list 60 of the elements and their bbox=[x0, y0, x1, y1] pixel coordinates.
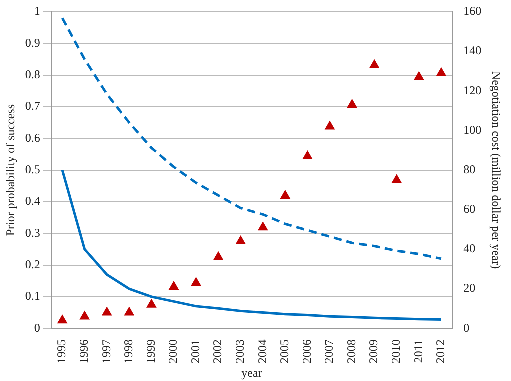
y-axis-title: Prior probability of success bbox=[3, 104, 18, 236]
x-tick-label: 2010 bbox=[389, 340, 404, 364]
x-tick-label: 2001 bbox=[188, 340, 202, 364]
point bbox=[258, 222, 268, 231]
y-tick-label: 0.8 bbox=[25, 67, 40, 82]
y2-tick-label: 80 bbox=[464, 162, 476, 176]
point bbox=[191, 278, 202, 286]
point bbox=[302, 150, 313, 160]
y-tick-label: 0.4 bbox=[25, 194, 40, 208]
point bbox=[325, 121, 335, 130]
line-series bbox=[61, 17, 443, 260]
y-tick-label: 1 bbox=[34, 4, 40, 18]
y-tick-label: 0.7 bbox=[25, 99, 40, 114]
x-axis-title: year bbox=[242, 366, 262, 380]
x-tick-label: 1997 bbox=[99, 340, 114, 364]
x-tick-label: 2006 bbox=[300, 340, 314, 364]
x-tick-label: 2000 bbox=[166, 340, 180, 364]
y2-tick-label: 140 bbox=[464, 44, 482, 58]
x-tick-label: 2009 bbox=[366, 340, 381, 364]
x-tick-label: 2004 bbox=[255, 340, 270, 364]
point bbox=[436, 68, 446, 76]
point bbox=[370, 60, 380, 68]
y-tick-label: 0.9 bbox=[25, 36, 40, 50]
y2-tick-label: 40 bbox=[464, 242, 476, 256]
y2-tick-label: 60 bbox=[464, 202, 476, 216]
point bbox=[280, 190, 290, 200]
y-tick-label: 0.6 bbox=[25, 130, 40, 145]
point bbox=[236, 236, 246, 245]
point bbox=[124, 307, 134, 316]
x-tick-label: 2003 bbox=[233, 340, 248, 364]
y-tick-label: 0.3 bbox=[25, 226, 40, 240]
x-tick-label: 2012 bbox=[434, 340, 448, 364]
x-tick-label: 1999 bbox=[144, 340, 158, 364]
y2-tick-label: 100 bbox=[464, 122, 482, 137]
point bbox=[392, 174, 402, 184]
point bbox=[347, 100, 358, 108]
point bbox=[414, 72, 424, 80]
x-tick-label: 1998 bbox=[122, 340, 136, 364]
x-tick-label: 1996 bbox=[76, 340, 91, 364]
x-tick-label: 2008 bbox=[344, 340, 358, 364]
x-tick-label: 1995 bbox=[54, 340, 69, 364]
x-tick-label: 2007 bbox=[322, 340, 336, 364]
x-tick-label: 2005 bbox=[278, 340, 292, 364]
y-tick-label: 0.5 bbox=[25, 162, 40, 176]
y2-tick-label: 0 bbox=[464, 320, 470, 335]
point bbox=[214, 252, 224, 260]
y2-tick-label: 20 bbox=[464, 281, 476, 296]
x-tick-label: 2011 bbox=[411, 340, 426, 364]
y-tick-label: 0.1 bbox=[25, 289, 40, 304]
point bbox=[146, 299, 157, 308]
y2-axis-title: Negotiation cost (million dollar per year) bbox=[490, 71, 504, 270]
y2-tick-label: 120 bbox=[464, 83, 482, 98]
point bbox=[169, 282, 179, 290]
point bbox=[102, 307, 112, 316]
y-tick-label: 0 bbox=[34, 320, 40, 335]
y2-tick-label: 160 bbox=[464, 4, 482, 18]
y-tick-label: 0.2 bbox=[25, 257, 40, 272]
point bbox=[58, 315, 68, 324]
point bbox=[80, 311, 90, 320]
x-tick-label: 2002 bbox=[210, 340, 225, 364]
